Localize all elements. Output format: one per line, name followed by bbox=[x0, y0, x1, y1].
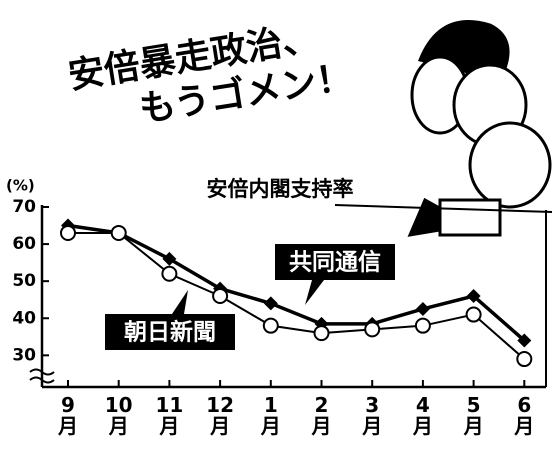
circle-marker bbox=[467, 308, 481, 322]
circle-marker bbox=[213, 289, 227, 303]
callout-pointer bbox=[172, 290, 188, 314]
x-tick-label: 4月 bbox=[409, 395, 437, 437]
x-tick-label: 12月 bbox=[206, 395, 234, 437]
circle-marker bbox=[61, 226, 75, 240]
y-tick-label: 40 bbox=[12, 308, 36, 328]
legend-label: 共同通信 bbox=[289, 249, 381, 276]
y-unit: (%) bbox=[6, 177, 35, 195]
circle-marker bbox=[162, 267, 176, 281]
x-tick-label: 1月 bbox=[257, 395, 285, 437]
x-tick-label: 2月 bbox=[308, 395, 336, 437]
circle-marker bbox=[112, 226, 126, 240]
chart: 安倍暴走政治、 もうゴメン！ (%) 安倍内閣支持率 3040506070共同通… bbox=[0, 0, 552, 450]
diamond-marker bbox=[416, 302, 430, 316]
x-tick-label: 6月 bbox=[510, 395, 538, 437]
legend-label: 朝日新聞 bbox=[124, 319, 216, 346]
x-tick-label: 11月 bbox=[155, 395, 183, 437]
y-tick-label: 60 bbox=[12, 234, 36, 254]
circle-marker bbox=[517, 352, 531, 366]
y-tick-label: 50 bbox=[12, 271, 36, 291]
circle-marker bbox=[365, 322, 379, 336]
y-tick-label: 70 bbox=[12, 197, 36, 217]
circle-marker bbox=[264, 319, 278, 333]
chart-title: 安倍内閣支持率 bbox=[207, 177, 354, 201]
circle-marker bbox=[416, 319, 430, 333]
x-tick-label: 10月 bbox=[105, 395, 133, 437]
diamond-marker bbox=[162, 252, 176, 266]
x-tick-label: 5月 bbox=[460, 395, 488, 437]
diamond-marker bbox=[264, 296, 278, 310]
x-tick-label: 9月 bbox=[54, 395, 82, 437]
y-tick-label: 30 bbox=[12, 345, 36, 365]
x-tick-label: 3月 bbox=[358, 395, 386, 437]
circle-marker bbox=[315, 326, 329, 340]
illustration bbox=[410, 22, 550, 235]
callout-pointer bbox=[305, 280, 324, 305]
page: 安倍暴走政治、 もうゴメン！ (%) 安倍内閣支持率 3040506070共同通… bbox=[0, 0, 552, 450]
